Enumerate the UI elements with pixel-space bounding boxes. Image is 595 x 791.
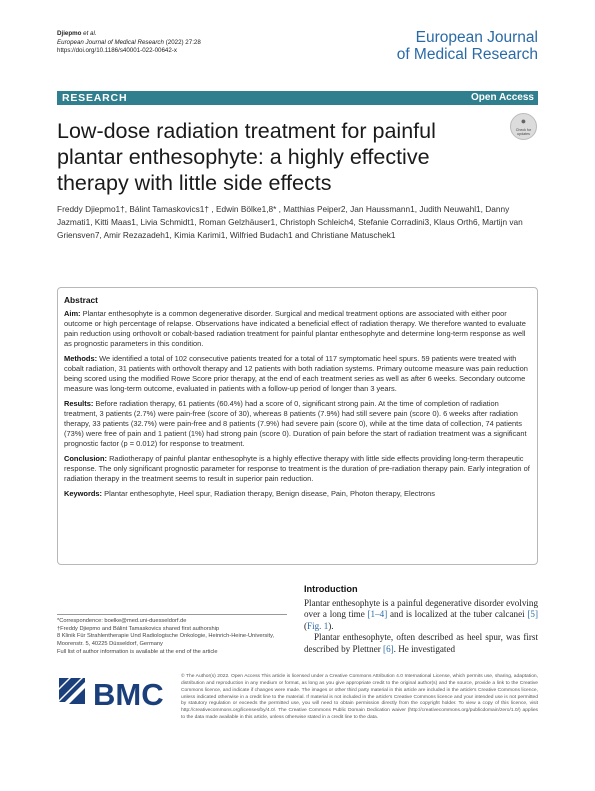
author-list: Freddy Djiepmo1†, Bálint Tamaskovics1† ,… xyxy=(57,204,523,240)
figure-link[interactable]: Fig. 1 xyxy=(307,620,329,631)
aim-text: Plantar enthesophyte is a common degener… xyxy=(64,309,526,348)
aim-label: Aim: xyxy=(64,309,81,318)
article-type-bar: RESEARCH Open Access xyxy=(57,91,538,105)
abstract-results: Results: Before radiation therapy, 61 pa… xyxy=(64,399,531,449)
bmc-logo-text: BMC xyxy=(93,677,164,710)
journal-brand-line2: of Medical Research xyxy=(396,46,538,63)
shared-authorship-note: †Freddy Djiepmo and Bálint Tamaskovics s… xyxy=(57,625,220,632)
check-for-updates-icon: ● xyxy=(520,116,527,126)
citation-link[interactable]: [6] xyxy=(383,643,394,654)
bmc-logo: BMC xyxy=(59,677,164,710)
check-for-updates-badge[interactable]: ● Check for updates xyxy=(510,113,537,140)
methods-text: We identified a total of 102 consecutive… xyxy=(64,354,528,393)
journal-brand-line1: European Journal xyxy=(415,29,538,46)
article-title: Low-dose radiation treatment for painful… xyxy=(57,119,436,195)
footnotes: *Correspondence: boelke@med.uni-duesseld… xyxy=(57,614,287,657)
keywords-text: Plantar enthesophyte, Heel spur, Radiati… xyxy=(104,489,436,498)
conclusion-text: Radiotherapy of painful plantar enthesop… xyxy=(64,454,530,483)
abstract-conclusion: Conclusion: Radiotherapy of painful plan… xyxy=(64,454,531,484)
check-for-updates-line2: updates xyxy=(517,132,530,136)
introduction-paragraph-1: Plantar enthesophyte is a painful degene… xyxy=(304,598,538,633)
intro-text: Plantar enthesophyte is a painful degene… xyxy=(304,597,538,620)
affiliation-note: 8 Klinik Für Strahlentherapie Und Radiol… xyxy=(57,633,275,648)
introduction-paragraph-2: Plantar enthesophyte, often described as… xyxy=(304,632,538,655)
citation-link[interactable]: [5] xyxy=(527,609,538,619)
methods-label: Methods: xyxy=(64,354,98,363)
article-type-label: RESEARCH xyxy=(62,92,128,104)
results-text: Before radiation therapy, 61 patients (6… xyxy=(64,399,527,448)
intro-text: . He investigated xyxy=(393,643,456,654)
abstract-methods: Methods: We identified a total of 102 co… xyxy=(64,354,531,394)
abstract-heading: Abstract xyxy=(64,295,98,305)
intro-text: ). xyxy=(328,620,334,631)
open-access-label: Open Access xyxy=(471,92,534,103)
intro-text: and is localized at the tuber calcanei xyxy=(387,609,528,619)
license-statement: © The Author(s) 2022. Open Access This a… xyxy=(181,674,538,721)
header-journal: European Journal of Medical Research xyxy=(57,38,164,46)
citation-link[interactable]: [1–4] xyxy=(367,609,388,619)
results-label: Results: xyxy=(64,399,94,408)
intro-text: Plantar enthesophyte, often described as… xyxy=(304,632,538,654)
keywords-label: Keywords: xyxy=(64,489,103,498)
bmc-logo-mark xyxy=(59,678,85,704)
abstract-keywords: Keywords: Plantar enthesophyte, Heel spu… xyxy=(64,489,531,499)
header-year-vol: (2022) 27:28 xyxy=(165,38,201,46)
abstract-box: Abstract Aim: Plantar enthesophyte is a … xyxy=(57,287,538,565)
correspondence-note: *Correspondence: boelke@med.uni-duesseld… xyxy=(57,618,187,624)
running-header: Djiepmo et al. European Journal of Medic… xyxy=(57,30,201,56)
introduction-heading: Introduction xyxy=(304,584,358,594)
header-author: Djiepmo xyxy=(57,30,82,37)
author-info-note: Full list of author information is avail… xyxy=(57,648,218,655)
intro-text: ( xyxy=(304,620,308,631)
header-author-suffix: et al. xyxy=(81,30,97,37)
journal-brand: European Journal of Medical Research xyxy=(397,29,538,63)
introduction-section: Introduction Plantar enthesophyte is a p… xyxy=(304,584,538,655)
check-for-updates-line1: Check for xyxy=(515,128,532,132)
abstract-aim: Aim: Plantar enthesophyte is a common de… xyxy=(64,309,531,349)
header-doi[interactable]: https://doi.org/10.1186/s40001-022-00642… xyxy=(57,47,177,55)
conclusion-label: Conclusion: xyxy=(64,454,107,463)
